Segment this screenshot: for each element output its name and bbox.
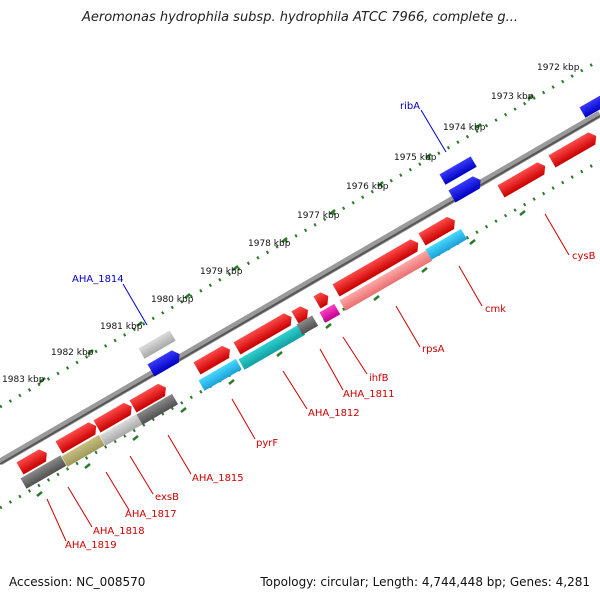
gene-aha-1814-grey[interactable] [138,330,176,359]
gene-riba-2[interactable] [448,174,485,203]
gene-label-ihfb[interactable]: ihfB [369,373,389,384]
gene-features[interactable] [16,92,600,489]
gene-cysb-fwd[interactable] [497,160,549,198]
gene-fwd[interactable] [55,420,100,454]
scale-tick [136,321,143,327]
gene-fwd[interactable] [548,130,600,168]
scale-tick [87,349,94,355]
gene-fwd[interactable] [129,381,170,413]
gene-fwd[interactable] [233,311,296,355]
gene-fwd[interactable] [291,304,312,324]
gene-label-aha-1812[interactable]: AHA_1812 [308,408,360,419]
scale-label: 1976 kbp [346,182,389,192]
gene-rpsa[interactable] [339,250,433,311]
gene-label-aha-1817[interactable]: AHA_1817 [125,509,177,520]
gene-label-exsb[interactable]: exsB [155,492,179,503]
gene-label-riba[interactable]: ribA [400,101,420,112]
gene-label-aha-1815[interactable]: AHA_1815 [192,473,244,484]
gene-label-rpsa[interactable]: rpsA [422,344,445,355]
genome-backbone [0,110,600,466]
scale-label: 1972 kbp [537,63,580,73]
gene-label-aha-1814[interactable]: AHA_1814 [72,274,124,285]
gene-aha-1812[interactable] [238,324,306,370]
gene-aha-1811[interactable] [296,315,319,335]
gene-edge-blue[interactable] [579,92,600,118]
scale-tick [329,209,336,215]
gene-label-cmk[interactable]: cmk [485,304,506,315]
gene-label-pyrf[interactable]: pyrF [256,438,278,449]
scale-label: 1981 kbp [100,322,143,332]
scale-tick [184,293,191,299]
gene-label-group: ribA AHA_1814 cysB cmk rpsA ihfB AHA_181… [65,101,596,551]
gene-fwd[interactable] [93,400,136,433]
scale-tick [39,377,46,383]
scale-label: 1974 kbp [443,123,486,133]
scale-tick [425,153,432,159]
gene-aha-1814[interactable] [147,348,184,377]
scale-tick [527,94,534,100]
scale-label: 1978 kbp [248,239,291,249]
scale-tick [377,181,384,187]
leader-lines [46,109,570,542]
gene-grey[interactable] [20,455,67,489]
scale-tick [232,265,239,271]
scale-label: 1979 kbp [200,267,243,277]
scale-label: 1973 kbp [491,92,534,102]
scale-label: 1980 kbp [151,295,194,305]
gene-label-cysb[interactable]: cysB [572,251,596,262]
gene-darkgrey[interactable] [136,393,179,425]
gene-fwd[interactable] [193,343,234,375]
scale-tick [475,123,482,129]
gene-ihfb[interactable] [319,303,341,323]
scale-tick [281,237,288,243]
gene-lightgrey[interactable] [99,413,143,446]
gene-label-aha-1819[interactable]: AHA_1819 [65,540,117,551]
gene-pyrf[interactable] [198,358,242,391]
scale-label: 1982 kbp [51,348,94,358]
scale-label: 1983 kbp [2,375,45,385]
map-title: Aeromonas hydrophila subsp. hydrophila A… [81,10,519,25]
gene-fwd[interactable] [418,214,459,246]
gene-fwd[interactable] [313,290,332,309]
gene-fwd[interactable] [332,237,422,297]
scale-label: 1975 kbp [394,153,437,163]
gene-olive[interactable] [61,434,105,467]
gene-label-aha-1811[interactable]: AHA_1811 [343,389,395,400]
gene-label-aha-1818[interactable]: AHA_1818 [93,526,145,537]
inner-scale-ticks [36,210,526,497]
genome-summary-text: Topology: circular; Length: 4,744,448 bp… [260,575,590,589]
accession-text: Accession: NC_008570 [9,575,146,589]
gene-aha-1819-fwd[interactable] [16,447,51,475]
scale-label: 1977 kbp [297,211,340,221]
gene-riba-1[interactable] [439,156,477,185]
gene-cmk[interactable] [425,228,468,260]
genome-backbone-shadow [0,115,600,465]
scale-labels: 1972 kbp 1973 kbp 1974 kbp 1975 kbp 1976… [2,63,580,385]
